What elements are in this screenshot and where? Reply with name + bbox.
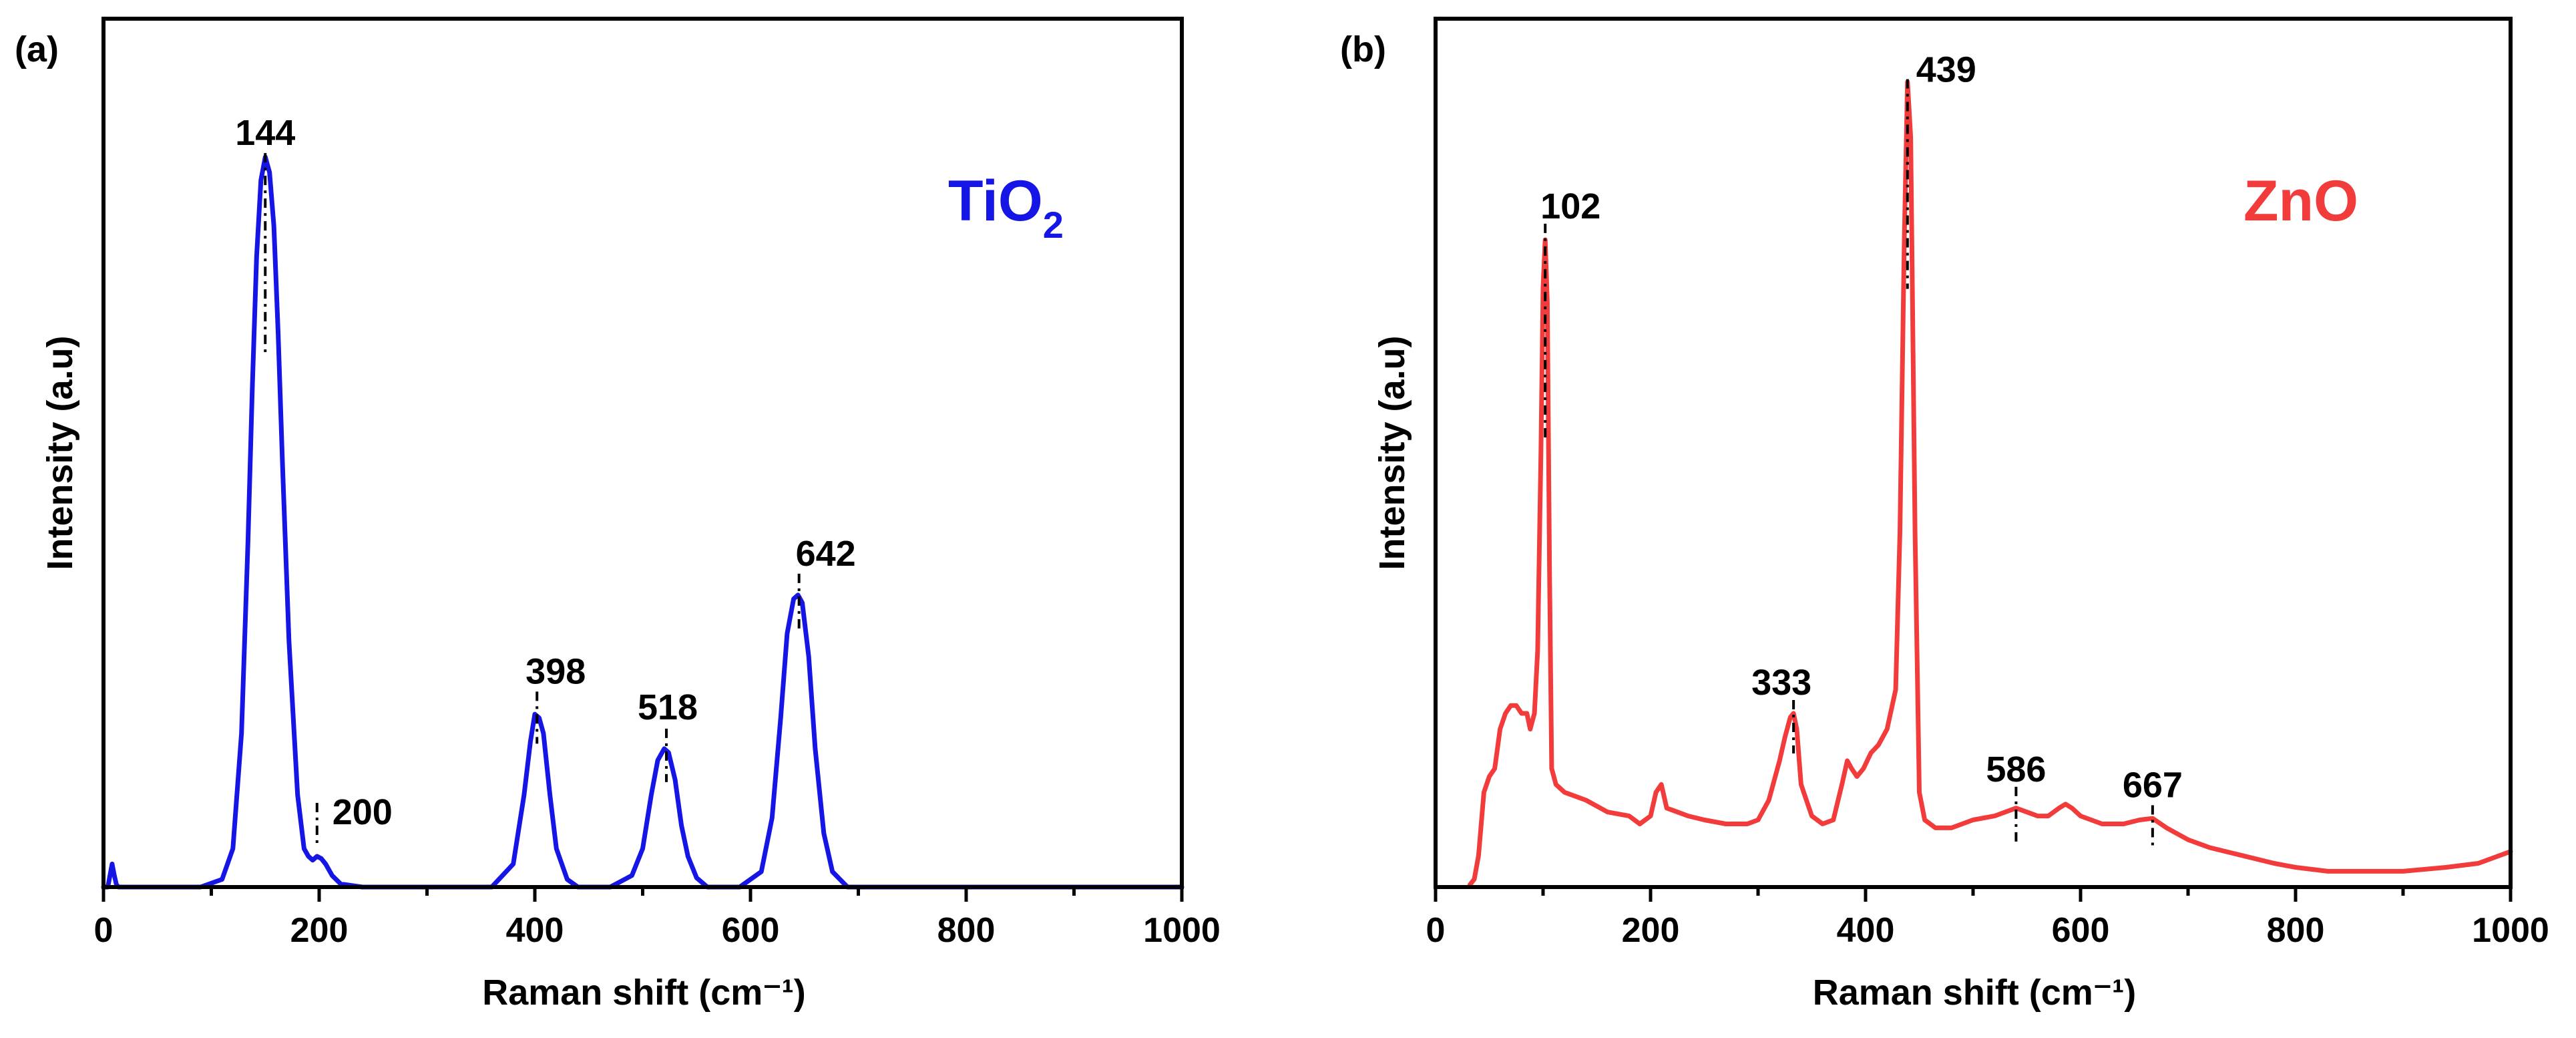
sample-label: TiO2: [948, 169, 1064, 246]
panel-a-tio2: 0 200 400 600 800 1000 Raman shift (cm⁻¹) Inten…: [15, 17, 1221, 1013]
peak-label: 439: [1916, 50, 1976, 90]
series-line: [1468, 79, 2513, 887]
x-tick-label: 0: [94, 911, 114, 950]
peak-label: 333: [1751, 663, 1811, 703]
x-tick-label: 0: [1426, 911, 1446, 950]
x-tick-label: 400: [1837, 911, 1895, 950]
panel-b-zno: 0 200 400 600 800 1000 Raman shift (cm⁻¹) Inten…: [1340, 17, 2549, 1013]
x-tick-label: 800: [937, 911, 996, 950]
x-tick-label: 1000: [2472, 911, 2549, 950]
x-tick-label: 400: [506, 911, 564, 950]
x-tick-label: 1000: [1143, 911, 1221, 950]
peak-label: 200: [333, 792, 393, 832]
series-line: [101, 154, 1185, 890]
y-axis-title: Intensity (a.u): [40, 335, 80, 570]
peak-label: 518: [638, 687, 698, 727]
sample-label: ZnO: [2243, 169, 2358, 233]
x-tick-label: 200: [1622, 911, 1680, 950]
x-tick-label: 600: [722, 911, 780, 950]
peak-label: 102: [1540, 186, 1600, 226]
x-axis-title: Raman shift (cm⁻¹): [1813, 973, 2137, 1013]
peak-label: 667: [2123, 765, 2183, 805]
x-axis-title: Raman shift (cm⁻¹): [482, 973, 806, 1013]
peak-label: 398: [525, 651, 586, 691]
panel-label: (b): [1340, 29, 1386, 69]
x-tick-label: 200: [290, 911, 349, 950]
panel-label: (a): [15, 29, 59, 69]
x-tick-label: 800: [2267, 911, 2325, 950]
x-tick-label: 600: [2052, 911, 2110, 950]
sample-label-subscript: 2: [1043, 204, 1064, 246]
peak-label: 144: [235, 113, 295, 153]
peak-label: 642: [796, 534, 856, 574]
y-axis-title: Intensity (a.u): [1372, 335, 1412, 570]
peak-label: 586: [1986, 749, 2046, 790]
plot-frame: [1434, 17, 2513, 889]
